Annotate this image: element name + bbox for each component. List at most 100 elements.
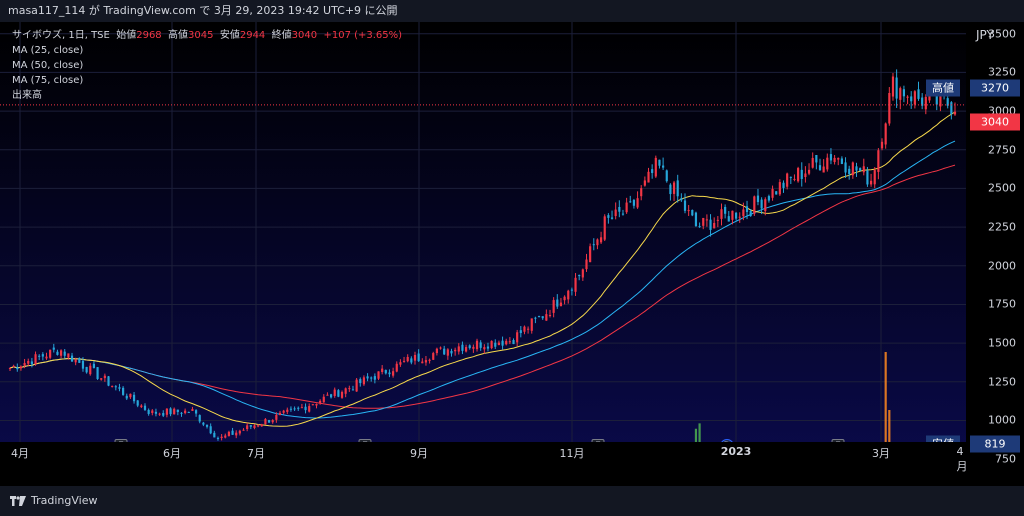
legend-symbol[interactable]: サイボウズ, 1日, TSE [12,30,110,41]
candle-body [59,350,63,356]
candle-body [260,424,263,427]
candle-body [797,168,800,182]
candle-body [475,340,479,350]
candle-body [800,169,803,179]
candle-body [30,361,33,365]
publish-info-text: masa117_114 が TradingView.com で 3月 29, 2… [8,4,398,17]
tradingview-logo[interactable]: TradingView [10,494,97,507]
candle-body [851,162,854,176]
candle-body [19,366,23,369]
candle-body [512,340,515,345]
x-tick-jul: 7月 [247,447,265,460]
chart-pane[interactable]: サイボウズ, 1日, TSE 始値2968 高値3045 安値2944 終値30… [0,22,1024,466]
candle-body [213,432,216,438]
candle-body [78,358,81,363]
candle-body [691,210,694,216]
candle-body [833,157,836,163]
candle-body [815,154,818,163]
y-tick-label: 1000 [988,413,1016,427]
candle-body [483,347,486,350]
candle-body [702,217,705,226]
legend-ma25[interactable]: MA (25, close) [12,45,84,56]
candle-body [724,206,727,214]
legend-ma75[interactable]: MA (75, close) [12,75,84,86]
candle-body [552,300,555,313]
candle-body [906,96,909,98]
candle-body [377,371,380,379]
candle-body [118,387,121,389]
legend-volume[interactable]: 出来高 [12,90,42,101]
candle-body [242,429,245,431]
chart-legend: サイボウズ, 1日, TSE 始値2968 高値3045 安値2944 終値30… [12,28,402,103]
candle-body [300,407,303,409]
candle-body [191,409,194,411]
candle-body [859,168,862,171]
time-axis[interactable]: 4月 6月 7月 9月 11月 2023 3月 4月 [0,442,968,473]
low-tag-value: 819 [970,435,1020,453]
candle-body [384,370,387,374]
candle-body [297,407,300,409]
candle-body [70,355,74,362]
candle-body [742,209,745,217]
candle-body [74,359,77,363]
candle-body [632,199,636,206]
legend-ma50[interactable]: MA (50, close) [12,60,84,71]
candle-body [720,209,723,219]
tradingview-icon [10,495,26,506]
candle-body [585,259,588,270]
y-tick-label: 1500 [988,336,1016,350]
candle-body [574,277,577,292]
candle-body [282,410,285,413]
candle-body [581,269,584,278]
x-tick-apr-2: 4月 [956,445,968,473]
candle-body [877,150,880,172]
candle-body [136,400,139,406]
candle-body [267,420,271,423]
candle-body [96,367,99,379]
candle-body [180,412,183,414]
candle-body [173,408,176,415]
candle-body [220,436,223,438]
candle-body [450,350,453,354]
candle-body [41,354,44,357]
ma25-line [9,111,956,427]
candle-body [286,409,289,412]
candle-body [855,166,858,171]
candle-body [621,213,625,215]
last-price-tag: 3040 [970,113,1020,131]
candle-body [541,316,544,319]
candle-body [694,212,698,227]
candle-body [862,166,865,173]
candle-body [745,206,749,212]
high-tag-label: 高値 [926,79,960,97]
candle-body [388,372,391,375]
candle-body [651,169,654,174]
candle-body [913,91,916,105]
candle-body [253,425,256,428]
candle-body [680,198,683,201]
candle-body [235,432,238,436]
candle-body [698,226,701,228]
candle-body [829,154,833,161]
candle-body [727,216,730,222]
candle-body [129,393,132,398]
candle-body [165,408,168,415]
candle-body [351,389,355,391]
candle-body [52,347,55,350]
candle-body [122,387,125,395]
candle-body [939,91,942,107]
x-tick-nov: 11月 [559,447,585,460]
candle-body [570,289,573,291]
legend-low-label: 安値 [219,30,240,41]
candle-body [340,391,344,398]
candle-body [840,158,843,164]
ma50-line [9,140,956,419]
candle-body [457,346,460,352]
candle-body [319,400,322,403]
candle-body [523,326,526,332]
candle-body [421,361,424,364]
candle-body [953,111,957,115]
legend-change: +107 (+3.65%) [323,30,403,41]
candle-body [132,394,136,402]
candle-body [8,367,12,369]
